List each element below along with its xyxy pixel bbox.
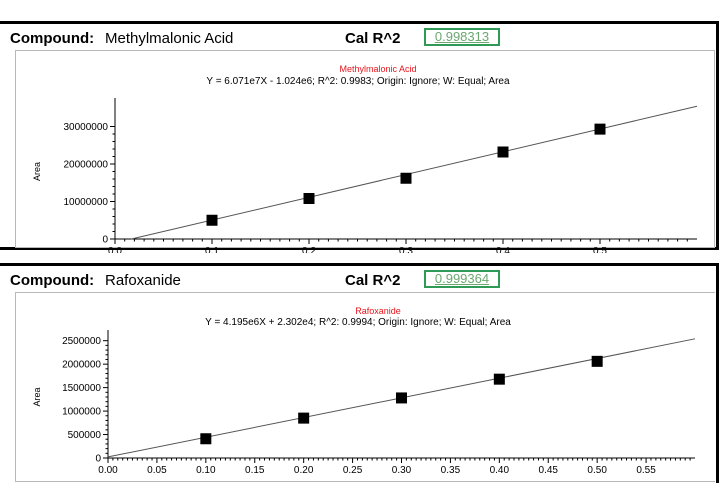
cal-r2-label: Cal R^2 xyxy=(345,272,401,289)
y-tick-label: 2500000 xyxy=(62,336,101,347)
calibration-chart: Methylmalonic Acid Y = 6.071e7X - 1.024e6… xyxy=(32,64,698,253)
y-tick-label: 2000000 xyxy=(62,360,101,371)
x-tick-label: 0.1 xyxy=(205,246,219,253)
compound-name: Rafoxanide xyxy=(105,272,181,289)
data-point xyxy=(206,214,218,226)
compound-header: Compound: Methylmalonic Acid xyxy=(10,30,233,48)
y-tick-label: 500000 xyxy=(68,430,102,441)
x-tick-label: 0.05 xyxy=(147,465,167,476)
x-tick-label: 0.30 xyxy=(392,465,412,476)
data-point xyxy=(493,373,505,385)
cal-r2-value: 0.998313 xyxy=(424,28,500,46)
plot-frame xyxy=(15,292,715,482)
compound-label: Compound: xyxy=(10,272,95,289)
x-tick-label: 0.55 xyxy=(636,465,656,476)
regression-equation: Y = 6.071e7X - 1.024e6; R^2: 0.9983; Ori… xyxy=(206,76,510,87)
y-tick-label: 0 xyxy=(102,235,108,246)
cal-r2-label: Cal R^2 xyxy=(345,30,401,47)
x-tick-label: 0.35 xyxy=(441,465,461,476)
calibration-panel-rafoxanide: Compound: Rafoxanide Cal R^2 0.999364 Ra… xyxy=(0,263,719,483)
plot-frame xyxy=(15,50,715,248)
y-axis-label: Area xyxy=(32,162,42,181)
x-tick-label: 0.40 xyxy=(490,465,510,476)
data-point xyxy=(400,172,412,184)
compound-header: Compound: Rafoxanide xyxy=(10,272,181,290)
y-tick-label: 20000000 xyxy=(64,160,109,171)
cal-r2-value: 0.999364 xyxy=(424,270,500,288)
x-tick-label: 0.5 xyxy=(593,246,607,253)
y-tick-label: 10000000 xyxy=(64,197,109,208)
y-axis-label: Area xyxy=(32,387,42,406)
chart-title: Methylmalonic Acid xyxy=(339,64,416,74)
data-point xyxy=(594,123,606,135)
x-tick-label: 0.25 xyxy=(343,465,363,476)
y-tick-label: 1500000 xyxy=(62,383,101,394)
calibration-panel-methylmalonic: Compound: Methylmalonic Acid Cal R^2 0.9… xyxy=(0,21,719,253)
y-tick-label: 30000000 xyxy=(64,122,109,133)
x-tick-label: 0.2 xyxy=(302,246,316,253)
data-point xyxy=(200,433,212,445)
x-tick-label: 0.50 xyxy=(587,465,607,476)
data-point xyxy=(591,355,603,367)
x-tick-label: 0.0 xyxy=(108,246,122,253)
regression-equation: Y = 4.195e6X + 2.302e4; R^2: 0.9994; Ori… xyxy=(205,317,511,328)
x-tick-label: 0.10 xyxy=(196,465,216,476)
x-tick-label: 0.45 xyxy=(539,465,559,476)
data-point xyxy=(303,193,315,204)
x-tick-label: 0.4 xyxy=(496,246,510,253)
compound-label: Compound: xyxy=(10,30,95,47)
x-tick-label: 0.00 xyxy=(98,465,118,476)
data-point xyxy=(396,392,407,404)
chart-title: Rafoxanide xyxy=(355,306,401,316)
x-tick-label: 0.3 xyxy=(399,246,413,253)
x-tick-label: 0.20 xyxy=(294,465,314,476)
y-tick-label: 1000000 xyxy=(62,407,101,418)
data-point xyxy=(497,146,509,158)
y-tick-label: 0 xyxy=(95,454,101,465)
x-tick-label: 0.15 xyxy=(245,465,265,476)
compound-name: Methylmalonic Acid xyxy=(105,30,234,47)
data-point xyxy=(298,412,310,424)
